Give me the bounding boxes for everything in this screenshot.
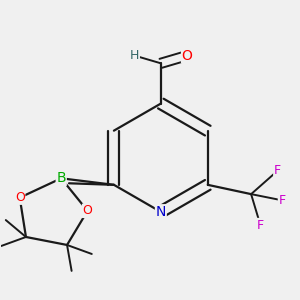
Text: F: F [257, 219, 264, 232]
Text: B: B [56, 171, 66, 185]
Text: H: H [130, 49, 139, 62]
Text: N: N [156, 205, 166, 219]
Text: O: O [82, 204, 92, 217]
Text: F: F [274, 164, 281, 177]
Text: O: O [15, 191, 25, 204]
Text: O: O [182, 49, 193, 63]
Text: F: F [278, 194, 286, 207]
